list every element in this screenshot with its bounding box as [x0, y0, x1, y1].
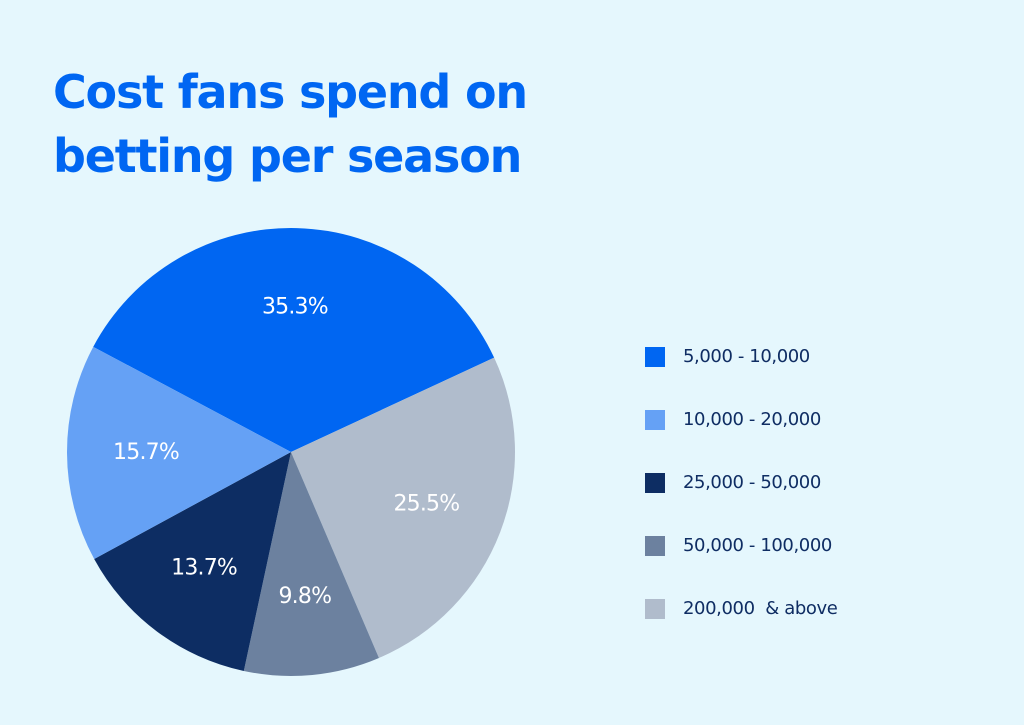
legend-label: 10,000 - 20,000 [683, 409, 821, 430]
legend-item-25-000-50-000: 25,000 - 50,000 [645, 470, 905, 533]
legend-label: 200,000 & above [683, 598, 838, 619]
legend-item-5-000-10-000: 5,000 - 10,000 [645, 344, 905, 407]
pie-slice-200-000-above [291, 357, 515, 659]
legend-item-10-000-20-000: 10,000 - 20,000 [645, 407, 905, 470]
pie-slice-label-10-000-20-000: 15.7% [113, 440, 179, 465]
pie-slice-50-000-100-000 [243, 452, 379, 677]
legend-swatch [645, 599, 665, 619]
chart-title-line-2: betting per season [53, 129, 522, 183]
pie-slice-label-5-000-10-000: 35.3% [262, 295, 328, 320]
pie-slice-label-200-000-above: 25.5% [393, 491, 459, 516]
legend-label: 25,000 - 50,000 [683, 472, 821, 493]
pie-slice-5-000-10-000 [93, 228, 495, 452]
pie-slice-label-50-000-100-000: 9.8% [278, 584, 331, 609]
legend-swatch [645, 473, 665, 493]
legend-swatch [645, 536, 665, 556]
legend-item-50-000-100-000: 50,000 - 100,000 [645, 533, 905, 596]
legend-label: 5,000 - 10,000 [683, 346, 810, 367]
legend-swatch [645, 410, 665, 430]
pie-slice-10-000-20-000 [67, 346, 291, 559]
legend-label: 50,000 - 100,000 [683, 535, 832, 556]
legend: 5,000 - 10,000 10,000 - 20,000 25,000 - 50… [645, 344, 905, 659]
chart-title-line-1: Cost fans spend on [53, 65, 528, 119]
pie-slice-25-000-50-000 [94, 452, 292, 671]
chart-title: Cost fans spend on betting per season [53, 60, 613, 188]
legend-item-200-000-above: 200,000 & above [645, 596, 905, 659]
pie-slice-label-25-000-50-000: 13.7% [171, 556, 237, 581]
legend-swatch [645, 347, 665, 367]
